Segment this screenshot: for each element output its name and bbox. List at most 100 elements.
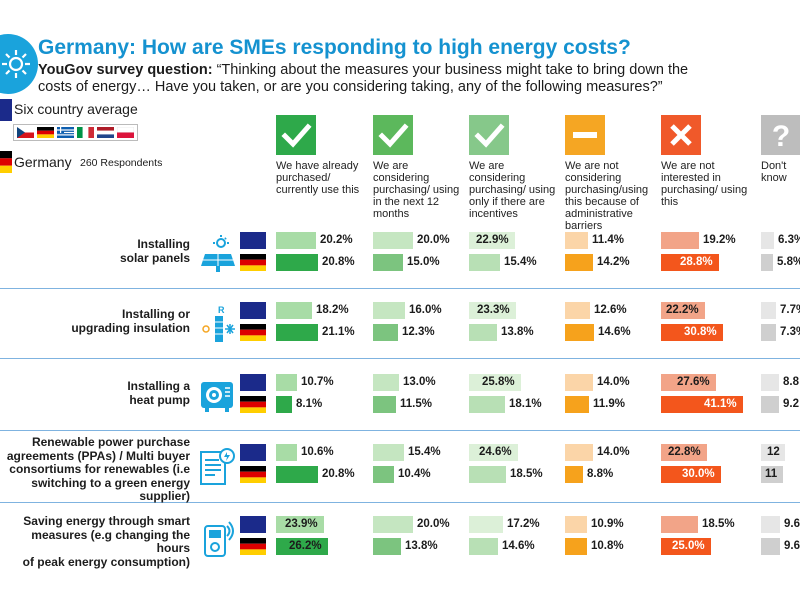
bar-germany <box>565 538 587 555</box>
value-label-six-country: 10.9% <box>591 518 624 530</box>
bar-six-country <box>661 444 707 461</box>
value-label-six-country: 25.8% <box>482 376 515 388</box>
value-label-six-country: 14.0% <box>597 376 630 388</box>
bar-germany <box>469 396 505 413</box>
value-label-germany: 5.8% <box>777 256 800 268</box>
row-label: Installing or upgrading insulation <box>71 307 190 335</box>
row-label: Installing a heat pump <box>127 379 190 407</box>
column-header: We are not interested in purchasing/ usi… <box>661 115 753 208</box>
question-line-2: costs of energy… Have you taken, or are … <box>38 79 663 95</box>
germany-flag-icon <box>240 254 266 271</box>
legend-six-country-label: Six country average <box>14 101 138 117</box>
value-label-six-country: 18.5% <box>702 518 735 530</box>
value-label-six-country: 17.2% <box>507 518 540 530</box>
bar-six-country <box>373 232 413 249</box>
germany-flag-icon <box>240 466 266 483</box>
column-header-label: We are considering purchasing/ using onl… <box>469 160 556 220</box>
value-label-six-country: 18.2% <box>316 304 349 316</box>
value-label-six-country: 12.6% <box>594 304 627 316</box>
country-flags <box>13 124 138 141</box>
contract-icon <box>197 446 237 486</box>
column-header: We have already purchased/ currently use… <box>276 115 368 196</box>
value-label-germany: 11 <box>765 468 778 480</box>
value-label-six-country: 14.0% <box>597 446 630 458</box>
bar-six-country <box>661 516 698 533</box>
eu-flag-icon <box>240 302 266 319</box>
value-label-germany: 13.8% <box>405 540 438 552</box>
bar-six-country <box>661 374 716 391</box>
bar-germany <box>276 466 318 483</box>
legend-germany-label: Germany <box>14 154 72 170</box>
row-divider <box>0 288 800 289</box>
germany-flag-icon <box>0 151 12 173</box>
bar-germany <box>661 254 719 271</box>
value-label-germany: 20.8% <box>322 468 355 480</box>
bar-germany <box>761 324 776 341</box>
minus-icon <box>565 115 605 155</box>
bar-six-country <box>373 444 404 461</box>
row-label: Renewable power purchase agreements (PPAs… <box>6 435 190 503</box>
bar-six-country <box>565 374 593 391</box>
bar-germany <box>276 324 318 341</box>
flag-czech-icon <box>17 127 34 138</box>
bar-six-country <box>373 302 405 319</box>
value-label-germany: 15.0% <box>407 256 440 268</box>
value-label-germany: 7.3% <box>780 326 800 338</box>
value-label-six-country: 23.3% <box>477 304 510 316</box>
bar-germany <box>373 538 401 555</box>
eu-flag-icon <box>240 444 266 461</box>
smart-plug-icon <box>197 518 237 558</box>
bar-germany <box>373 324 398 341</box>
bar-germany <box>661 396 743 413</box>
flag-greece-icon <box>57 127 74 138</box>
eu-flag-icon <box>240 374 266 391</box>
bar-germany <box>373 466 394 483</box>
bar-six-country <box>469 302 516 319</box>
value-label-six-country: 22.2% <box>666 304 699 316</box>
germany-flag-icon <box>240 396 266 413</box>
bar-six-country <box>373 374 399 391</box>
bar-six-country <box>565 516 587 533</box>
value-label-six-country: 10.7% <box>301 376 334 388</box>
eu-flag-icon <box>240 232 266 249</box>
column-header-label: We have already purchased/ currently use… <box>276 160 360 196</box>
value-label-germany: 41.1% <box>704 398 737 410</box>
insulation-icon: R <box>197 304 237 344</box>
svg-text:?: ? <box>772 120 790 153</box>
bar-six-country <box>761 516 780 533</box>
bar-six-country <box>761 302 776 319</box>
value-label-six-country: 8.8 <box>783 376 799 388</box>
value-label-germany: 9.6 <box>784 540 800 552</box>
flag-germany-icon <box>37 127 54 138</box>
germany-flag-icon <box>240 324 266 341</box>
row-divider <box>0 502 800 503</box>
bar-germany <box>565 396 589 413</box>
column-header-label: Don't know <box>761 160 787 184</box>
bar-six-country <box>761 444 785 461</box>
cross-icon <box>661 115 701 155</box>
value-label-six-country: 13.0% <box>403 376 436 388</box>
column-header: ? Don't know <box>761 115 800 184</box>
bar-germany <box>469 254 500 271</box>
bar-six-country <box>469 516 503 533</box>
value-label-germany: 8.8% <box>587 468 614 480</box>
eu-flag-icon <box>240 516 266 533</box>
value-label-germany: 28.8% <box>680 256 713 268</box>
bar-germany <box>565 324 594 341</box>
value-label-six-country: 20.0% <box>417 518 450 530</box>
value-label-six-country: 12 <box>767 446 780 458</box>
logo <box>0 34 38 94</box>
bar-germany <box>661 538 711 555</box>
bar-germany <box>373 396 396 413</box>
bar-six-country <box>276 516 324 533</box>
bar-germany <box>565 466 583 483</box>
bar-germany <box>761 538 780 555</box>
bar-six-country <box>276 302 312 319</box>
heat-pump-icon <box>197 376 237 416</box>
bar-six-country <box>276 444 297 461</box>
value-label-germany: 8.1% <box>296 398 323 410</box>
bar-germany <box>276 254 318 271</box>
bar-six-country <box>373 516 413 533</box>
column-header: We are considering purchasing/ using onl… <box>469 115 561 220</box>
check-icon <box>373 115 413 155</box>
